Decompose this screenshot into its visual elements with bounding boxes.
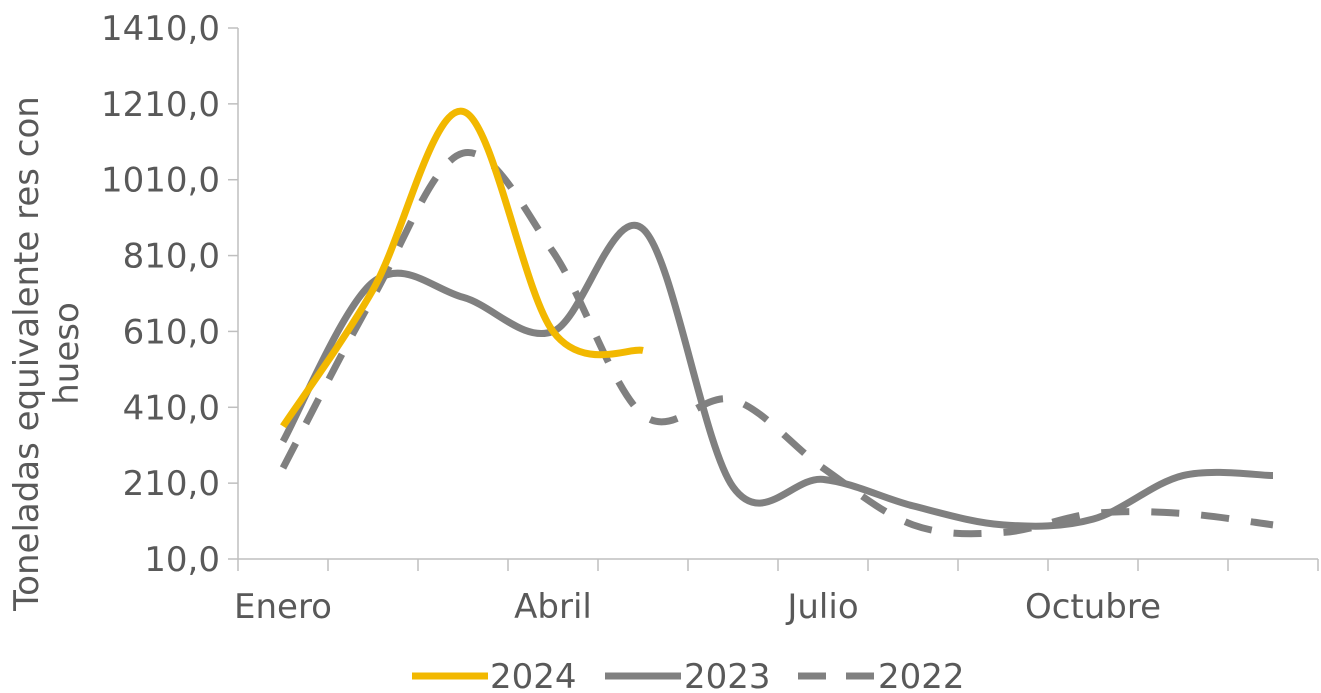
y-tick-label: 610,0 xyxy=(123,312,220,352)
legend-label-2022: 2022 xyxy=(878,657,965,693)
x-tick-label: Abril xyxy=(514,587,592,627)
series-line-2024 xyxy=(280,107,644,429)
y-tick-label: 810,0 xyxy=(123,237,220,277)
series-layer xyxy=(279,107,1274,538)
x-tick-label: Julio xyxy=(785,587,858,627)
y-tick-label: 1010,0 xyxy=(101,161,220,201)
legend: 2024 2023 2022 xyxy=(412,657,965,693)
y-axis: 1410,0 1210,0 1010,0 810,0 610,0 410,0 210,0 10… xyxy=(101,9,239,580)
y-tick-label: 1210,0 xyxy=(101,85,220,125)
series-line-2022 xyxy=(279,149,1274,538)
y-tick-label: 10,0 xyxy=(144,540,220,580)
series-line-2023 xyxy=(279,222,1274,530)
x-axis: Enero Abril Julio Octubre xyxy=(234,558,1319,627)
y-axis-title-group: Toneladas equivalente res conhueso xyxy=(7,96,87,612)
x-tick-label: Enero xyxy=(234,587,332,627)
legend-label-2024: 2024 xyxy=(490,657,577,693)
legend-label-2023: 2023 xyxy=(684,657,771,693)
x-tick-label: Octubre xyxy=(1025,587,1161,627)
y-tick-label: 1410,0 xyxy=(101,9,220,49)
y-axis-title-text: Toneladas equivalente res conhueso xyxy=(7,96,87,612)
y-axis-title: Toneladas equivalente res conhueso xyxy=(7,96,87,612)
y-tick-label: 210,0 xyxy=(123,464,220,504)
y-tick-label: 410,0 xyxy=(123,388,220,428)
